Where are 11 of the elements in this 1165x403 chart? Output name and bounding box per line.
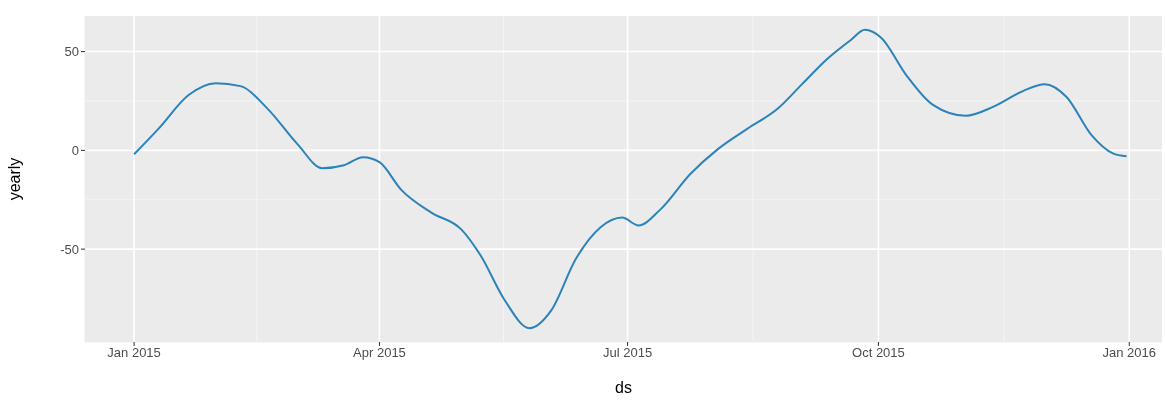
line-series: [133, 28, 1128, 330]
x-tick-label: Jul 2015: [603, 345, 653, 361]
y-tick-label: -50: [60, 241, 79, 257]
y-axis-title: yearly: [5, 157, 23, 201]
x-tick-label: Jan 2016: [1102, 345, 1157, 361]
x-tick-label: Apr 2015: [353, 345, 406, 361]
y-tick-label: 0: [71, 142, 79, 158]
x-axis-title: ds: [615, 379, 632, 396]
y-tick-label: 50: [64, 44, 79, 60]
x-tick-label: Jan 2015: [107, 345, 161, 361]
x-tick-label: Oct 2015: [852, 345, 905, 361]
